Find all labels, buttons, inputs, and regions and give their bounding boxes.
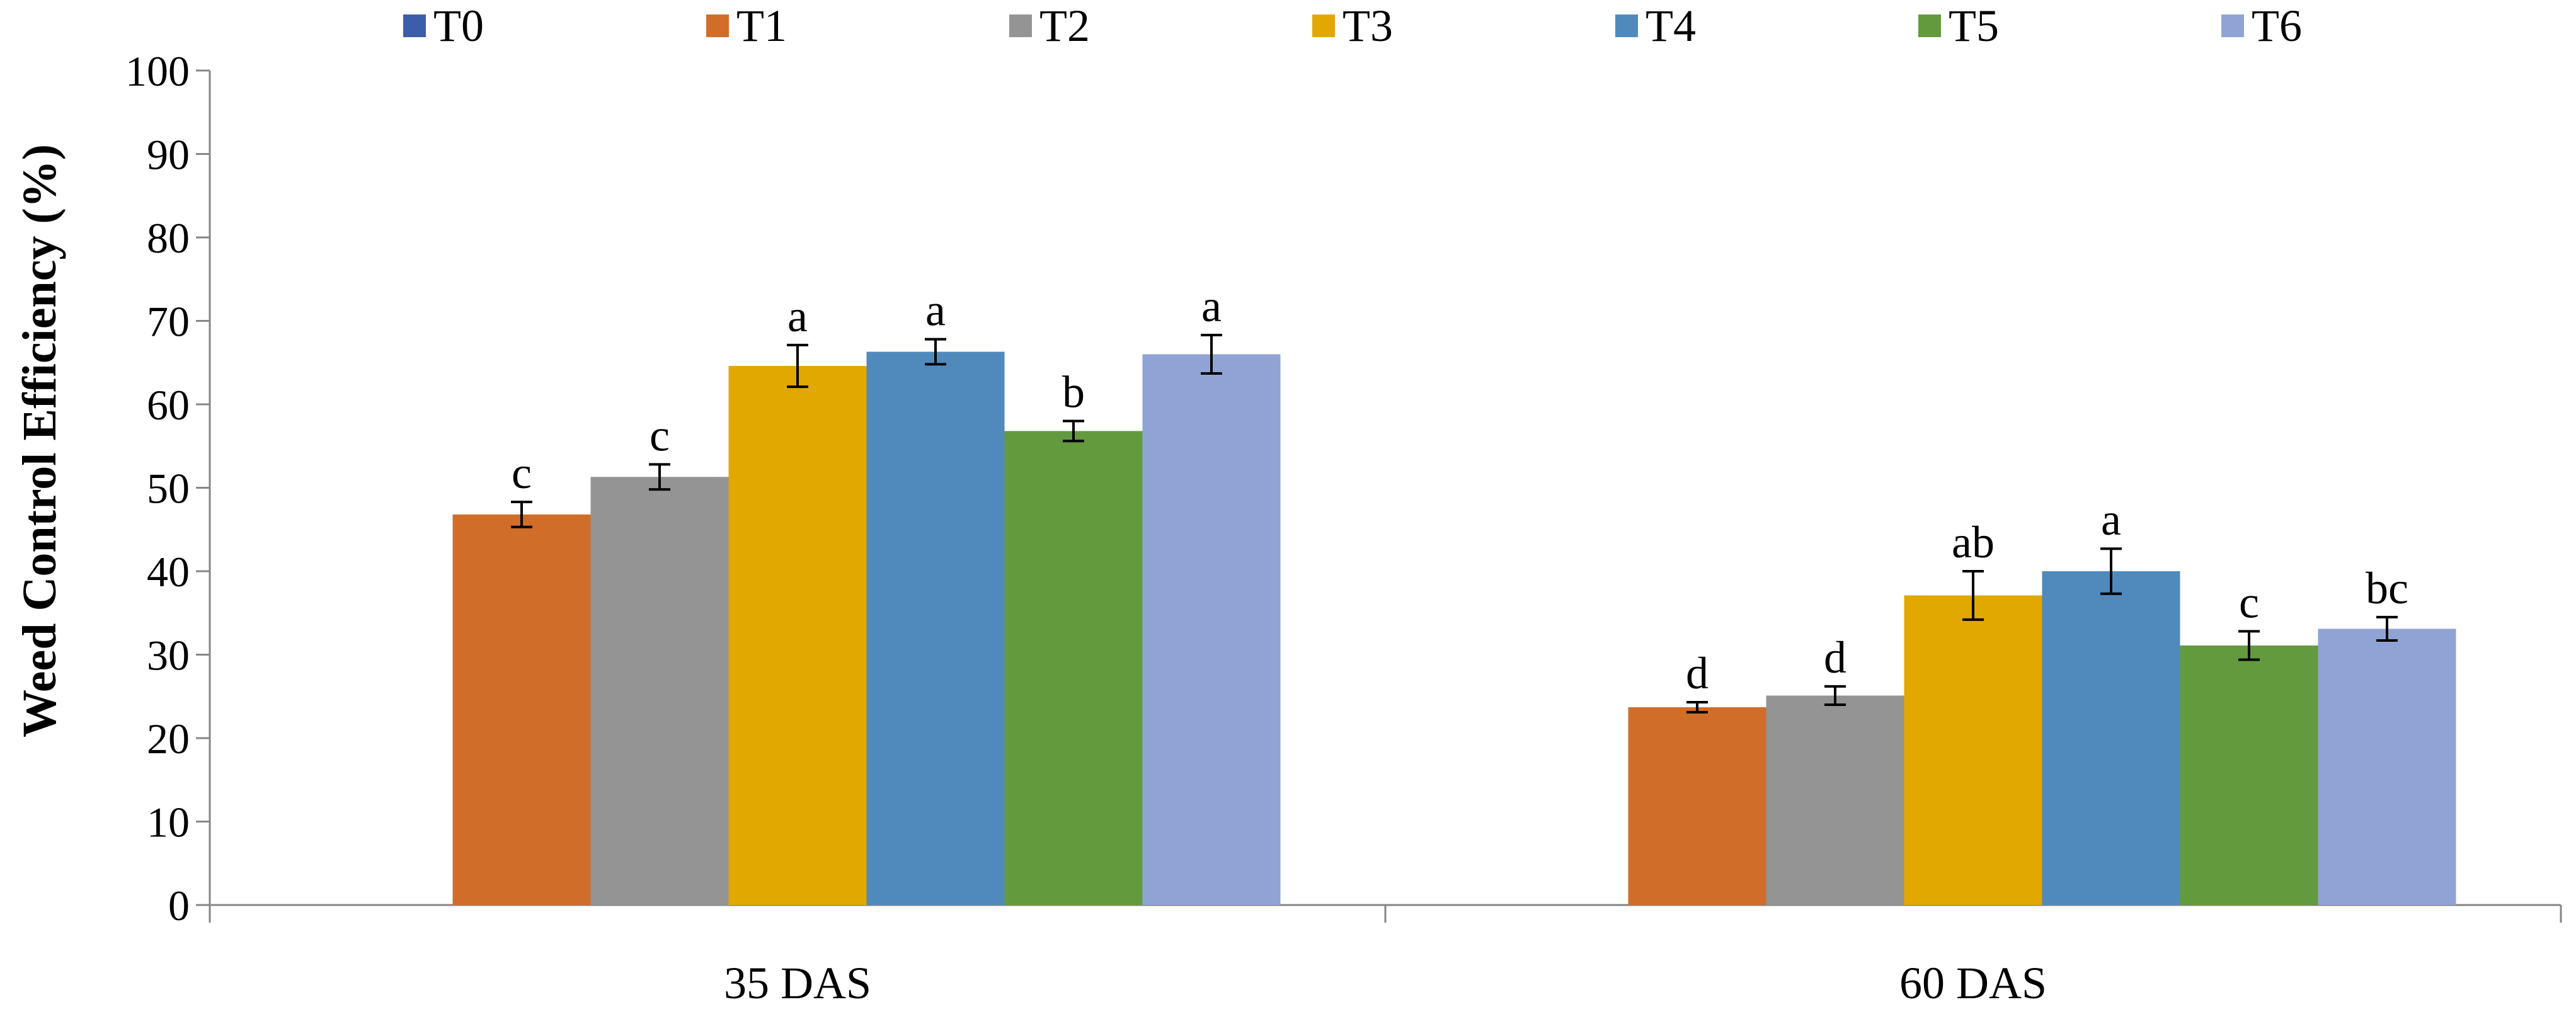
bar-T4-0	[866, 351, 1005, 905]
bar-T2-0	[590, 477, 729, 905]
legend-label-T4: T4	[1646, 1, 1696, 51]
bar-T1-1	[1628, 707, 1766, 905]
bar-T1-0	[452, 514, 591, 905]
y-axis: 0 10 20 30 40 50 60 70 80 90 100	[125, 47, 211, 930]
bar-T5-0	[1004, 431, 1143, 905]
y-tick-label: 0	[168, 882, 190, 930]
legend-swatch-T4	[1615, 14, 1638, 37]
significance-label: d	[1686, 648, 1709, 698]
significance-label: d	[1824, 632, 1846, 683]
bar-T3-1	[1904, 595, 2042, 905]
y-tick-label: 70	[147, 298, 190, 346]
legend-swatch-T0	[403, 14, 426, 37]
legend-swatch-T5	[1918, 14, 1941, 37]
y-tick-label: 80	[147, 214, 190, 262]
legend-label-T1: T1	[736, 1, 787, 51]
y-tick-label: 100	[125, 47, 190, 95]
significance-label: c	[650, 410, 670, 460]
y-tick-label: 30	[147, 632, 190, 680]
legend-label-T2: T2	[1039, 1, 1090, 51]
significance-label: bc	[2366, 563, 2408, 613]
bar-T6-0	[1142, 354, 1281, 905]
y-tick-label: 40	[147, 548, 190, 596]
legend: T0 T1 T2 T3 T4 T5 T6	[403, 1, 2302, 51]
y-tick-label: 50	[147, 465, 190, 513]
x-category-label: 60 DAS	[1899, 958, 2047, 1008]
bar-T4-1	[2042, 571, 2180, 905]
y-tick-label: 60	[147, 381, 190, 429]
y-axis-label: Weed Control Efficiency (%)	[13, 144, 66, 737]
significance-label: a	[1201, 281, 1222, 331]
bar-T2-1	[1766, 695, 1904, 905]
legend-label-T6: T6	[2252, 1, 2302, 51]
y-tick-label: 10	[147, 799, 190, 846]
y-tick-label: 20	[147, 715, 190, 763]
legend-label-T0: T0	[433, 1, 484, 51]
significance-label: c	[2239, 577, 2259, 627]
legend-swatch-T3	[1312, 14, 1335, 37]
significance-label: ab	[1952, 517, 1995, 567]
legend-label-T5: T5	[1949, 1, 1999, 51]
significance-label: c	[512, 448, 532, 498]
significance-label: a	[787, 291, 808, 341]
bar-T3-0	[728, 366, 867, 905]
significance-label: a	[2101, 494, 2121, 545]
bar-T5-1	[2180, 645, 2318, 905]
x-axis: 35 DAS 60 DAS	[209, 904, 2562, 1008]
y-tick-label: 90	[147, 131, 190, 179]
legend-swatch-T6	[2221, 14, 2244, 37]
significance-label: a	[925, 285, 946, 336]
legend-swatch-T2	[1009, 14, 1032, 37]
legend-swatch-T1	[706, 14, 729, 37]
x-category-label: 35 DAS	[724, 958, 871, 1008]
legend-label-T3: T3	[1342, 1, 1393, 51]
significance-label: b	[1062, 367, 1085, 418]
bar-T6-1	[2318, 629, 2456, 905]
